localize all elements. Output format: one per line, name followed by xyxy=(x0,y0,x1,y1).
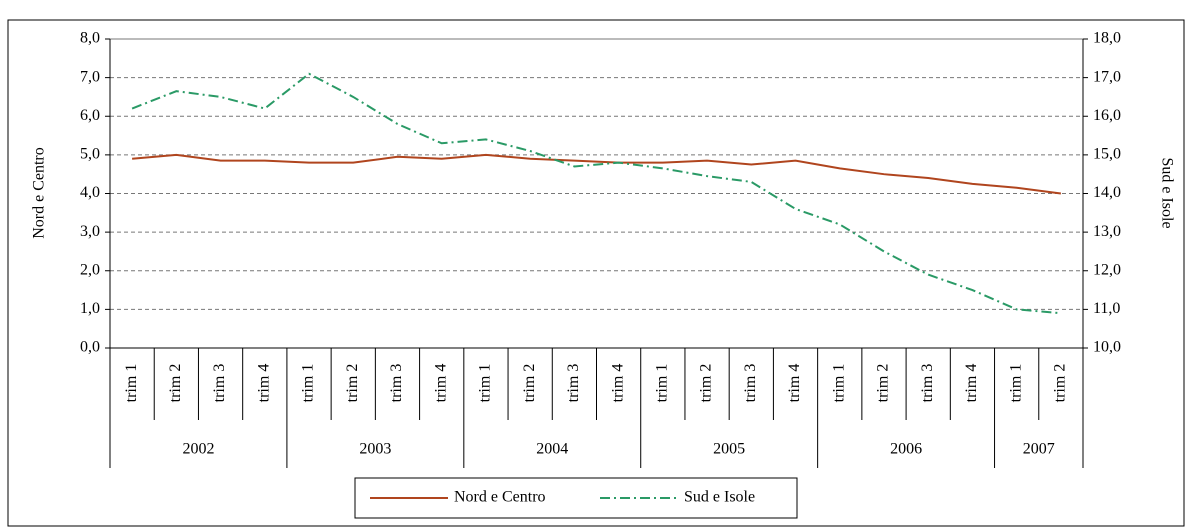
group-label: 2002 xyxy=(182,441,214,458)
legend-label: Sud e Isole xyxy=(684,489,755,506)
x-tick-label: trim 1 xyxy=(123,364,140,403)
y-tick-label: 2,0 xyxy=(80,261,100,278)
x-tick-label: trim 2 xyxy=(344,364,361,403)
y-tick-label: 0,0 xyxy=(80,339,100,356)
x-tick-label: trim 3 xyxy=(742,364,759,403)
x-tick-label: trim 4 xyxy=(786,364,803,403)
group-label: 2007 xyxy=(1023,441,1055,458)
group-label: 2005 xyxy=(713,441,745,458)
y-axis-title: Nord e Centro xyxy=(31,147,48,239)
x-tick-label: trim 3 xyxy=(211,364,228,403)
y-tick-label: 7,0 xyxy=(80,68,100,85)
x-tick-label: trim 4 xyxy=(432,364,449,403)
y2-tick-label: 17,0 xyxy=(1093,68,1121,85)
group-label: 2006 xyxy=(890,441,922,458)
x-tick-label: trim 4 xyxy=(963,364,980,403)
y-tick-label: 6,0 xyxy=(80,107,100,124)
x-tick-label: trim 4 xyxy=(609,364,626,403)
x-tick-label: trim 2 xyxy=(1052,364,1069,403)
x-tick-label: trim 4 xyxy=(255,364,272,403)
x-tick-label: trim 3 xyxy=(919,364,936,403)
y-tick-label: 5,0 xyxy=(80,146,100,163)
legend-label: Nord e Centro xyxy=(454,489,546,506)
x-tick-label: trim 1 xyxy=(830,364,847,403)
y-tick-label: 4,0 xyxy=(80,184,100,201)
y2-tick-label: 15,0 xyxy=(1093,146,1121,163)
y2-tick-label: 18,0 xyxy=(1093,30,1121,47)
x-tick-label: trim 3 xyxy=(565,364,582,403)
y-tick-label: 8,0 xyxy=(80,30,100,47)
x-tick-label: trim 2 xyxy=(521,364,538,403)
y-tick-label: 3,0 xyxy=(80,223,100,240)
y-tick-label: 1,0 xyxy=(80,300,100,317)
x-tick-label: trim 1 xyxy=(654,364,671,403)
y2-tick-label: 10,0 xyxy=(1093,339,1121,356)
y2-axis-title: Sud e Isole xyxy=(1158,157,1175,228)
group-label: 2003 xyxy=(359,441,391,458)
x-tick-label: trim 2 xyxy=(698,364,715,403)
x-tick-label: trim 1 xyxy=(477,364,494,403)
x-tick-label: trim 1 xyxy=(300,364,317,403)
y2-tick-label: 12,0 xyxy=(1093,261,1121,278)
x-tick-label: trim 3 xyxy=(388,364,405,403)
group-label: 2004 xyxy=(536,441,568,458)
series-line xyxy=(131,72,1061,315)
series-line xyxy=(132,153,1062,195)
y2-tick-label: 16,0 xyxy=(1093,107,1121,124)
chart-frame xyxy=(7,19,1185,527)
y2-tick-label: 14,0 xyxy=(1093,184,1121,201)
x-tick-label: trim 2 xyxy=(167,364,184,403)
x-tick-label: trim 2 xyxy=(875,364,892,403)
y2-tick-label: 11,0 xyxy=(1093,300,1120,317)
x-tick-label: trim 1 xyxy=(1007,364,1024,403)
y2-tick-label: 13,0 xyxy=(1093,223,1121,240)
